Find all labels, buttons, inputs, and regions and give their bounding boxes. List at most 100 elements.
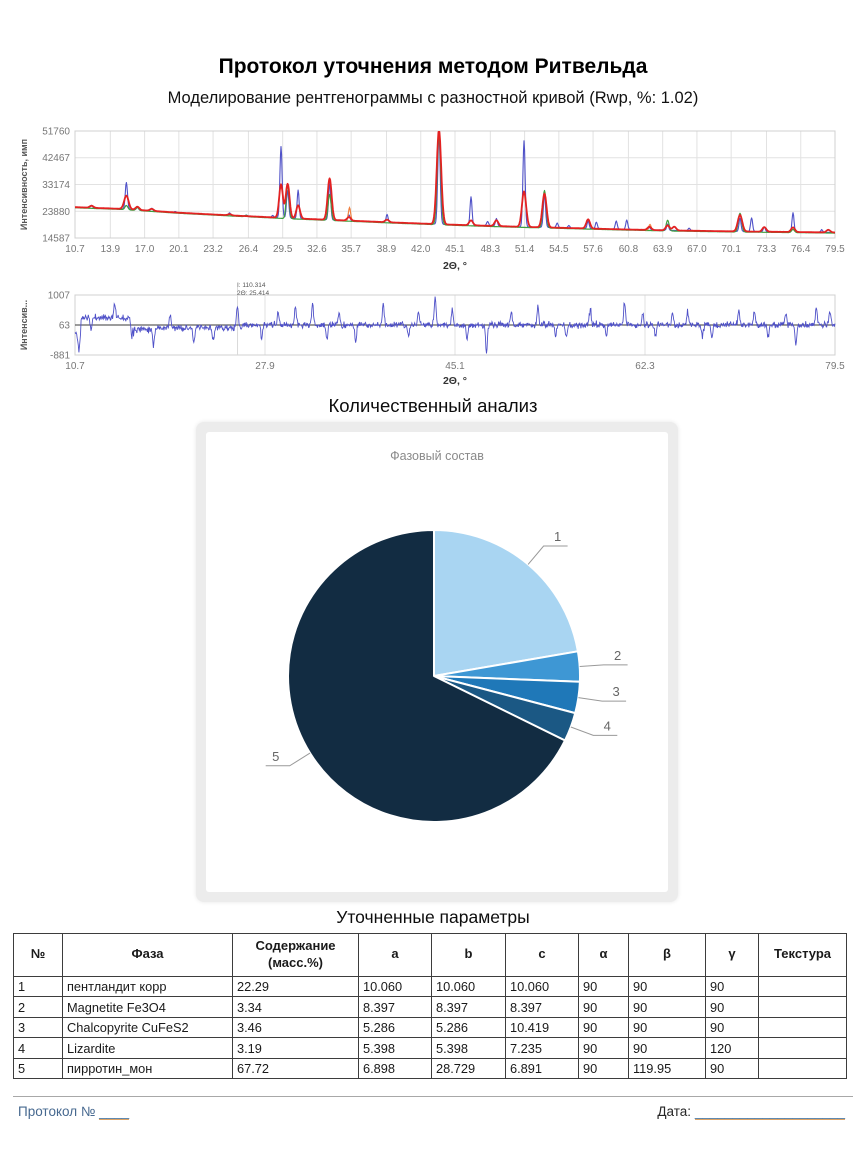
table-cell: 6.891 bbox=[505, 1057, 579, 1080]
table-cell: 90 bbox=[578, 1057, 629, 1080]
svg-text:33174: 33174 bbox=[42, 180, 70, 191]
table-cell: 10.060 bbox=[431, 975, 506, 998]
series-calculated bbox=[75, 131, 835, 234]
page-subtitle: Моделирование рентгенограммы с разностно… bbox=[167, 89, 699, 107]
table-cell: 7.235 bbox=[505, 1037, 579, 1059]
svg-text:38.9: 38.9 bbox=[377, 244, 397, 255]
svg-text:10.7: 10.7 bbox=[65, 244, 85, 255]
tooltip-angle: 2Θ: 25.414 bbox=[237, 289, 270, 297]
table-header-cell: γ bbox=[705, 933, 759, 977]
svg-text:57.6: 57.6 bbox=[583, 244, 603, 255]
svg-text:32.6: 32.6 bbox=[307, 244, 327, 255]
table-cell: 90 bbox=[578, 975, 629, 998]
table-cell bbox=[758, 1057, 847, 1080]
pie-leader-line bbox=[578, 697, 627, 702]
pie-card-frame: Фазовый состав 1 2 3 4 5 bbox=[196, 422, 678, 902]
date-label: Дата: bbox=[657, 1104, 692, 1119]
svg-text:45.1: 45.1 bbox=[445, 244, 465, 255]
table-cell: 5.286 bbox=[358, 1016, 432, 1039]
svg-text:10.7: 10.7 bbox=[65, 361, 85, 372]
svg-text:45.1: 45.1 bbox=[445, 361, 465, 372]
table-header-cell: Текстура bbox=[758, 933, 847, 977]
svg-text:20.1: 20.1 bbox=[169, 244, 189, 255]
table-cell bbox=[758, 975, 847, 998]
pie-leader-line bbox=[570, 726, 618, 736]
x-axis-title: 2Θ, ° bbox=[443, 375, 467, 387]
table-header-cell: b bbox=[431, 933, 506, 977]
svg-text:79.5: 79.5 bbox=[825, 244, 845, 255]
cursor-tooltip: I: 110.314 2Θ: 25.414 bbox=[237, 282, 269, 297]
table-cell: 90 bbox=[628, 975, 706, 998]
table-row: 1 пентландит корр 22.29 10.060 10.060 10.060 9… bbox=[13, 975, 847, 998]
table-cell: пентландит корр bbox=[62, 975, 233, 998]
table-cell: 90 bbox=[628, 996, 706, 1018]
table-cell: 5.398 bbox=[358, 1037, 432, 1059]
svg-text:54.5: 54.5 bbox=[549, 244, 569, 255]
svg-text:70.1: 70.1 bbox=[721, 244, 741, 255]
svg-text:63.9: 63.9 bbox=[653, 244, 673, 255]
table-cell: 5.398 bbox=[431, 1037, 506, 1059]
protocol-number-line: Протокол № ____ bbox=[18, 1104, 130, 1120]
table-row: 3 Chalcopyrite CuFeS2 3.46 5.286 5.286 10.419… bbox=[13, 1016, 847, 1039]
table-header-cell: Фаза bbox=[62, 933, 233, 977]
protocol-number-blank[interactable]: ____ bbox=[99, 1104, 130, 1120]
pie-slice-1 bbox=[433, 529, 579, 677]
table-cell: 90 bbox=[705, 996, 759, 1018]
grid bbox=[74, 130, 836, 239]
svg-text:26.4: 26.4 bbox=[239, 244, 259, 255]
table-header-cell: β bbox=[628, 933, 706, 977]
svg-text:62.3: 62.3 bbox=[635, 361, 655, 372]
table-cell: 90 bbox=[578, 996, 629, 1018]
protocol-number-label: Протокол № bbox=[18, 1104, 96, 1119]
svg-text:63: 63 bbox=[59, 321, 71, 332]
table-cell: 8.397 bbox=[358, 996, 432, 1018]
svg-text:17.0: 17.0 bbox=[135, 244, 155, 255]
table-cell: 90 bbox=[628, 1016, 706, 1039]
pie-leader-line bbox=[265, 752, 311, 767]
svg-text:14587: 14587 bbox=[42, 234, 70, 245]
table-cell: Magnetite Fe3O4 bbox=[62, 996, 233, 1018]
table-header-cell: c bbox=[505, 933, 579, 977]
table-header-row: № Фаза Содержание (масс.%) a b c α β γ Текстура bbox=[13, 933, 847, 977]
table-cell: Lizardite bbox=[62, 1037, 233, 1059]
phase-pie-chart[interactable]: Фазовый состав 1 2 3 4 5 bbox=[206, 432, 668, 892]
table-header-cell: α bbox=[578, 933, 629, 977]
table-cell: 90 bbox=[578, 1037, 629, 1059]
table-cell: 6.898 bbox=[358, 1057, 432, 1080]
table-cell: 90 bbox=[705, 975, 759, 998]
date-line: Дата: ____________________ bbox=[657, 1104, 845, 1120]
table-cell: 22.29 bbox=[232, 975, 359, 998]
table-cell: 10.060 bbox=[505, 975, 579, 998]
svg-text:-881: -881 bbox=[50, 351, 70, 362]
pie-slice-5 bbox=[287, 529, 566, 823]
svg-text:67.0: 67.0 bbox=[687, 244, 707, 255]
table-cell: 3.19 bbox=[232, 1037, 359, 1059]
refined-parameters-heading: Уточненные параметры bbox=[336, 907, 530, 927]
table-cell: 1 bbox=[13, 975, 63, 998]
table-cell: 2 bbox=[13, 996, 63, 1018]
svg-text:76.4: 76.4 bbox=[791, 244, 811, 255]
table-cell: 8.397 bbox=[431, 996, 506, 1018]
table-cell: 90 bbox=[705, 1016, 759, 1039]
table-cell: 5 bbox=[13, 1057, 63, 1080]
svg-text:48.3: 48.3 bbox=[481, 244, 501, 255]
table-cell bbox=[758, 1037, 847, 1059]
table-cell: 10.419 bbox=[505, 1016, 579, 1039]
svg-text:79.5: 79.5 bbox=[825, 361, 845, 372]
date-blank[interactable]: ____________________ bbox=[694, 1104, 845, 1120]
svg-text:35.7: 35.7 bbox=[341, 244, 361, 255]
table-cell: 28.729 bbox=[431, 1057, 506, 1080]
table-cell bbox=[758, 996, 847, 1018]
y-axis-title: Интенсивность, имп bbox=[19, 139, 29, 230]
table-row: 4 Lizardite 3.19 5.398 5.398 7.235 90 90 120 bbox=[13, 1037, 847, 1059]
svg-text:42.0: 42.0 bbox=[411, 244, 431, 255]
table-cell: 10.060 bbox=[358, 975, 432, 998]
table-cell: 67.72 bbox=[232, 1057, 359, 1080]
pie-leader-line bbox=[527, 545, 568, 565]
y-axis-title: Интенсив... bbox=[19, 300, 29, 350]
table-cell: 5.286 bbox=[431, 1016, 506, 1039]
